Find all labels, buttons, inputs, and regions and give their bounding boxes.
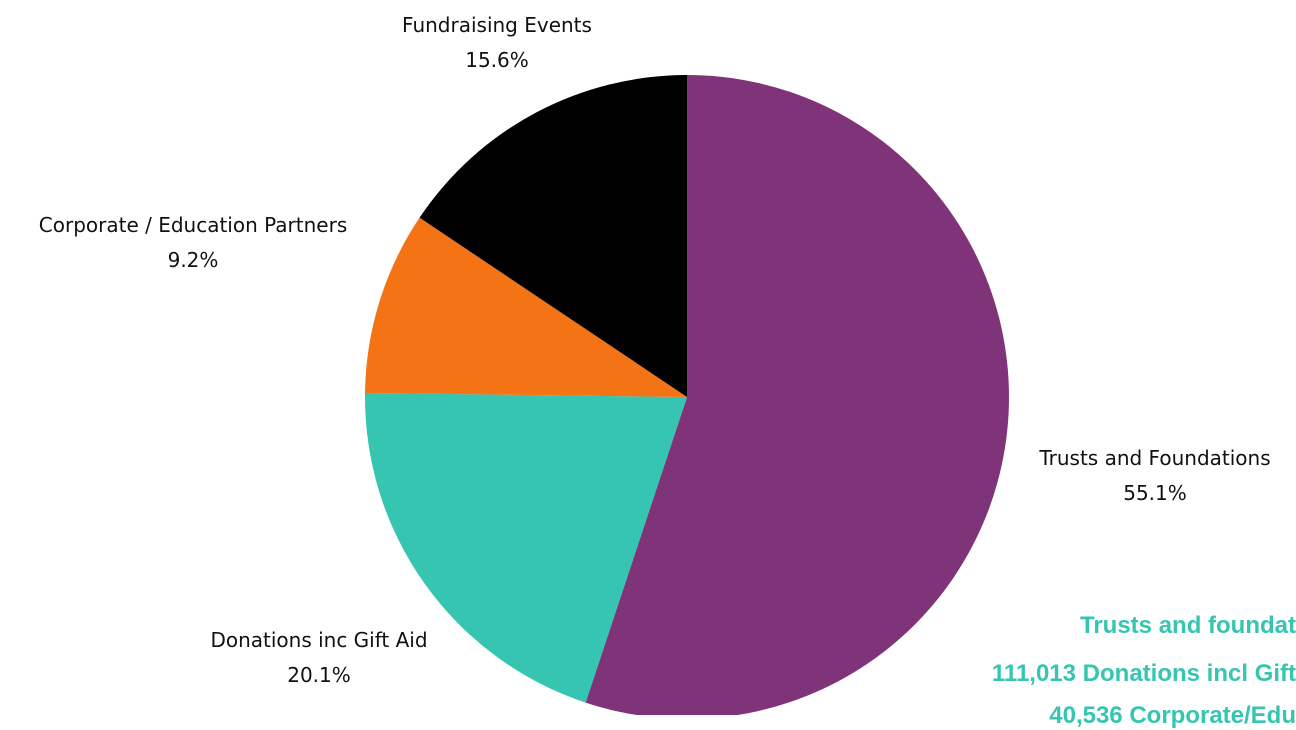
- overlay-text-line-2: 111,013 Donations incl Gift: [991, 660, 1296, 687]
- overlay-text-line-3: 40,536 Corporate/Edu: [1049, 702, 1296, 729]
- slice-percent-label: 9.2%: [168, 248, 219, 272]
- slice-name-label: Corporate / Education Partners: [39, 213, 347, 237]
- pie-labels: Trusts and Foundations 55.1% Donations inc…: [39, 13, 1271, 687]
- slice-name-label: Trusts and Foundations: [1038, 446, 1270, 470]
- slice-name-label: Fundraising Events: [402, 13, 592, 37]
- pie-slice-fundraising-events: [419, 75, 687, 397]
- slice-name-label: Donations inc Gift Aid: [210, 628, 427, 652]
- pie-slices: [364, 75, 1009, 715]
- pie-slice-corporate-education-partners: [365, 217, 687, 397]
- pie-slice-donations-inc-gift-aid: [364, 392, 687, 703]
- pie-slice-trusts-and-foundations: [585, 75, 1009, 715]
- slice-percent-label: 15.6%: [465, 48, 529, 72]
- pie-chart: Trusts and Foundations 55.1% Donations inc…: [39, 13, 1271, 715]
- slice-percent-label: 55.1%: [1123, 481, 1187, 505]
- overlay-text-line-1: Trusts and foundat: [1080, 612, 1296, 639]
- slice-percent-label: 20.1%: [287, 663, 351, 687]
